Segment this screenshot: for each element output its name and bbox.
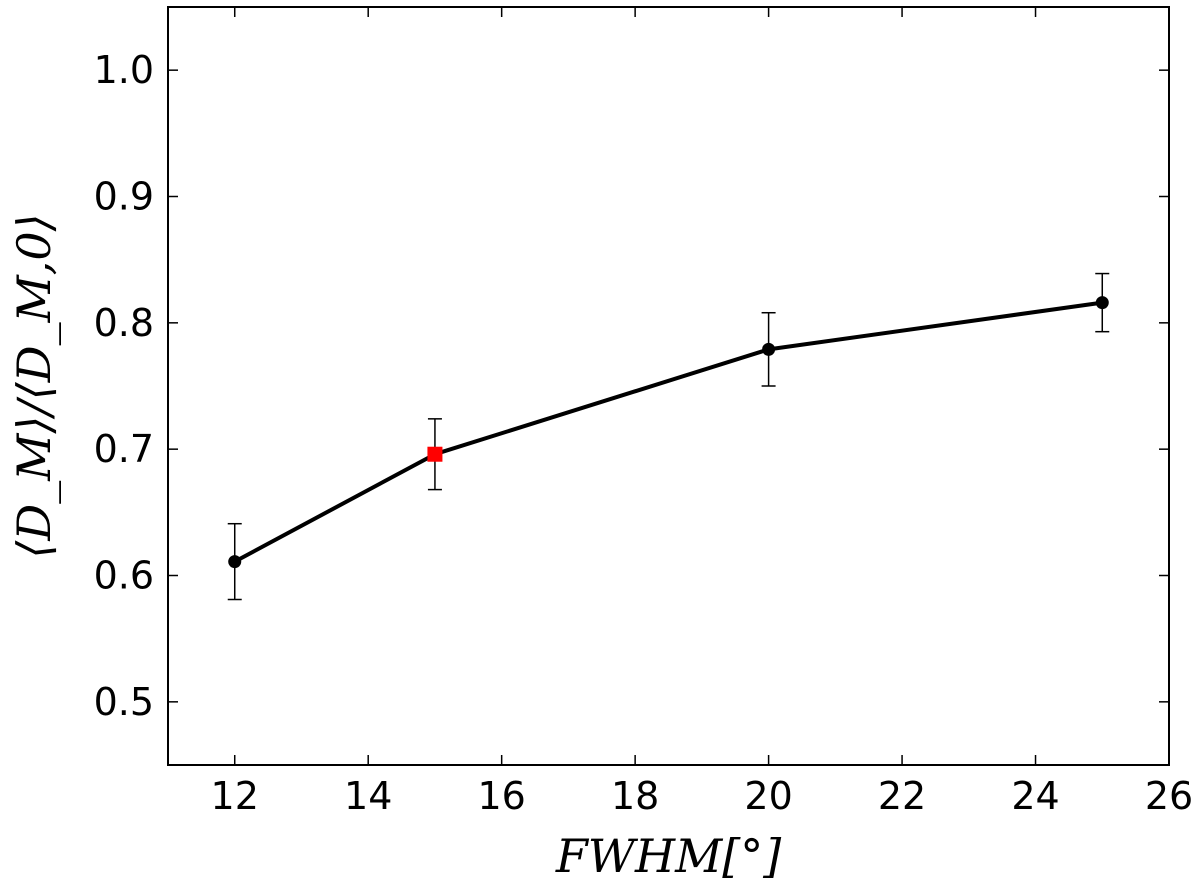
y-tick-label: 0.5 [94,680,154,724]
data-point [228,555,242,569]
data-series [227,272,1110,601]
x-axis-label: FWHM[°] [555,829,781,883]
x-tick-label: 18 [611,774,659,818]
axis-ticks: 12 14 16 18 20 22 24 26 0.5 0.6 0.7 0.8 0.9 1.0 [94,7,1193,818]
series-line [233,300,1103,564]
x-tick-label: 22 [878,774,926,818]
axes-frame [167,6,1170,766]
y-tick-label: 0.7 [94,427,154,471]
data-point [762,342,776,356]
x-tick-label: 12 [211,774,259,818]
data-point [1095,296,1109,310]
highlighted-data-point [427,446,443,462]
y-tick-label: 0.8 [94,301,154,345]
y-axis-label: ⟨D_M⟩/⟨D_M,0⟩ [7,213,61,558]
y-tick-label: 0.9 [94,175,154,219]
x-tick-label: 14 [344,774,392,818]
x-tick-label: 16 [477,774,525,818]
x-tick-label: 26 [1145,774,1193,818]
y-tick-label: 0.6 [94,554,154,598]
x-tick-label: 20 [744,774,792,818]
y-tick-label: 1.0 [94,48,154,92]
x-tick-label: 24 [1011,774,1059,818]
